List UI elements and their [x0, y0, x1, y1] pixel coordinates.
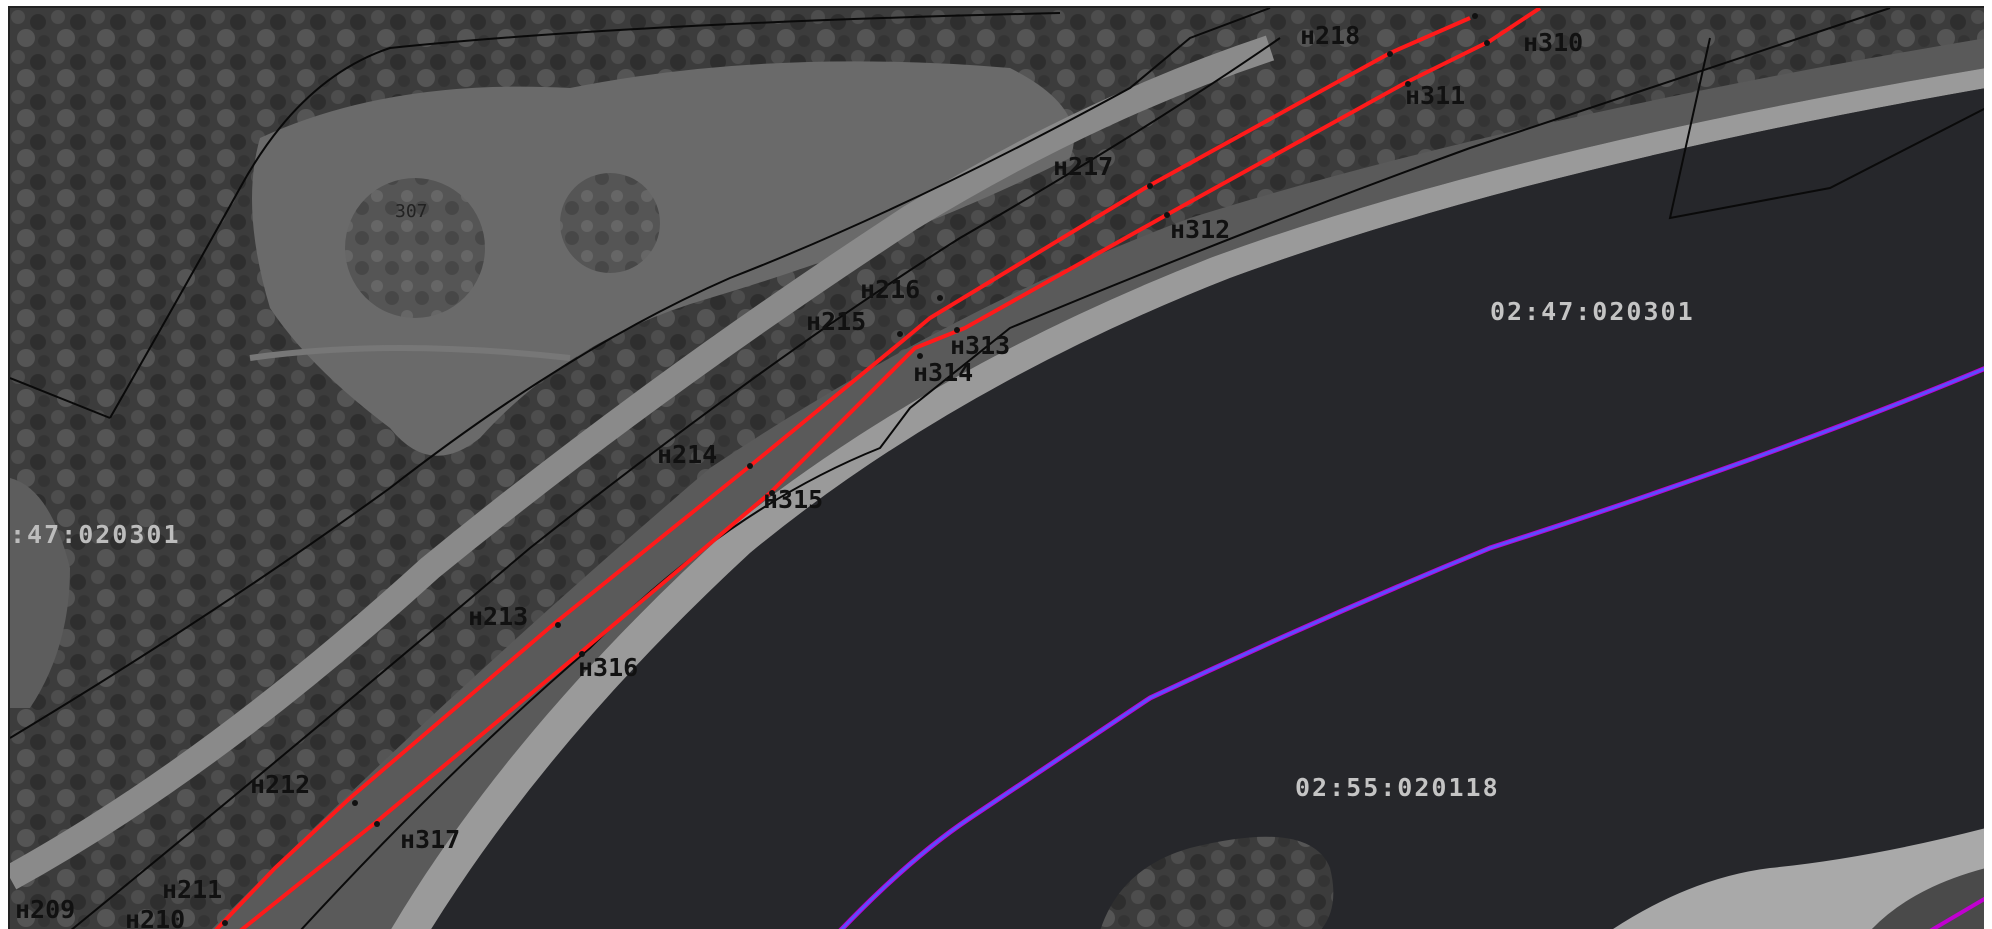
parcel-boundaries: [10, 8, 1984, 929]
cadastral-map[interactable]: н209 н210 н211 н212 н213 н214 н215 н216 …: [8, 6, 1984, 929]
point-label-h209: н209: [15, 895, 75, 924]
point-label-h315: н315: [763, 485, 823, 514]
point-labels: н209 н210 н211 н212 н213 н214 н215 н216 …: [15, 21, 1583, 929]
riparian-strip: [211, 38, 1984, 929]
boundary-red-north: [214, 16, 1471, 929]
point-label-h316: н316: [578, 653, 638, 682]
point-label-h215: н215: [806, 307, 866, 336]
point-label-h217: н217: [1053, 152, 1113, 181]
grove: [560, 173, 660, 273]
meadow-clearing: [252, 61, 1074, 456]
point-label-h214: н214: [657, 440, 717, 469]
water-boundary-blue-inner: [839, 367, 1984, 929]
point-label-h218: н218: [1300, 21, 1360, 50]
point-label-h314: н314: [913, 358, 973, 387]
water-boundary-magenta: [1929, 896, 1984, 929]
boundary-red-south: [239, 8, 1542, 929]
south-bank: [1613, 828, 1984, 929]
point-label-h211: н211: [162, 875, 222, 904]
parcel-number-307: 307: [395, 201, 428, 222]
point-label-h216: н216: [860, 275, 920, 304]
island: [1100, 836, 1334, 929]
point-label-h310: н310: [1523, 28, 1583, 57]
point-label-h311: н311: [1405, 81, 1465, 110]
road-strip: [10, 35, 1275, 890]
cadastral-label-left: :47:020301: [10, 520, 181, 549]
point-label-h213: н213: [468, 602, 528, 631]
map-canvas[interactable]: н209 н210 н211 н212 н213 н214 н215 н216 …: [10, 8, 1984, 929]
point-label-h210: н210: [125, 905, 185, 929]
vertex-markers: [222, 13, 1490, 926]
point-label-h317: н317: [400, 825, 460, 854]
river-water: [431, 88, 1984, 929]
point-label-h313: н313: [950, 331, 1010, 360]
point-label-h212: н212: [250, 770, 310, 799]
meadow-left: [10, 478, 70, 708]
cadastral-label-upper-right: 02:47:020301: [1490, 297, 1695, 326]
parcel-307-grove: [345, 178, 485, 318]
meadow-path: [249, 345, 571, 361]
point-label-h312: н312: [1170, 215, 1230, 244]
cadastral-label-river: 02:55:020118: [1295, 773, 1500, 802]
